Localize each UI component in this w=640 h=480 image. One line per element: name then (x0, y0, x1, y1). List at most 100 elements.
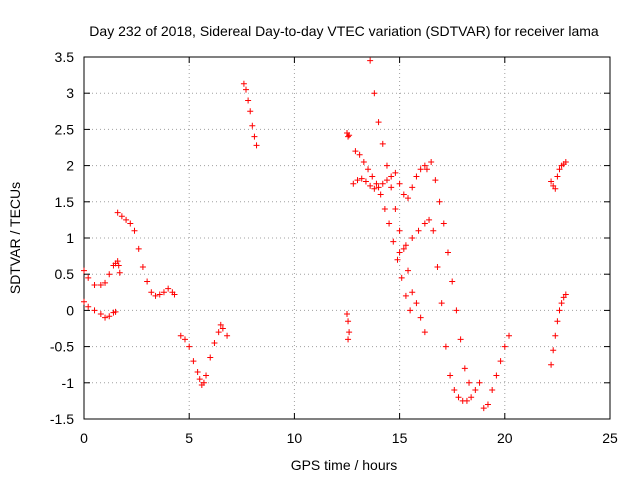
data-point (200, 379, 207, 386)
data-point (493, 372, 500, 379)
data-point (480, 405, 487, 412)
chart-title: Day 232 of 2018, Sidereal Day-to-day VTE… (89, 23, 599, 39)
data-point (400, 245, 407, 252)
y-tick-label: 2.5 (55, 121, 75, 137)
data-point (447, 372, 454, 379)
data-point (562, 158, 569, 165)
data-point (444, 249, 451, 256)
data-point (127, 220, 134, 227)
data-point (345, 336, 352, 343)
data-point (461, 365, 468, 372)
data-point (350, 180, 357, 187)
data-point (116, 269, 123, 276)
data-point (373, 180, 380, 187)
data-point (468, 394, 475, 401)
data-point (81, 298, 87, 305)
series-arc-14 (548, 291, 569, 368)
x-tick-label: 15 (392, 430, 408, 446)
data-point (440, 220, 447, 227)
x-axis-label: GPS time / hours (291, 457, 398, 473)
data-point (407, 307, 414, 314)
data-point (194, 368, 201, 375)
data-point (243, 86, 250, 93)
data-point (102, 314, 109, 321)
data-point (497, 358, 504, 365)
data-point (371, 185, 378, 192)
series-arc-2 (81, 298, 119, 321)
data-point (91, 307, 98, 314)
data-point (400, 191, 407, 198)
data-point (432, 177, 439, 184)
y-tick-label: 0 (66, 302, 74, 318)
data-point (369, 173, 376, 180)
data-point (112, 308, 119, 315)
data-point (247, 108, 254, 115)
data-point (463, 397, 470, 404)
series-arc-13 (463, 332, 513, 412)
data-point (367, 182, 374, 189)
data-point (135, 245, 142, 252)
data-point (466, 379, 473, 386)
data-point (449, 278, 456, 285)
x-tick-labels: 0 5 10 15 20 25 (80, 430, 618, 446)
data-point (423, 166, 430, 173)
data-point (345, 318, 352, 325)
data-point (421, 329, 428, 336)
data-point (177, 332, 184, 339)
data-point (346, 132, 353, 139)
x-tick-label: 10 (287, 430, 303, 446)
data-point (396, 227, 403, 234)
y-tick-label: 3.5 (55, 49, 75, 65)
data-point (240, 80, 247, 87)
data-point (106, 271, 113, 278)
data-point (383, 177, 390, 184)
y-tick-label: -1.5 (50, 411, 74, 427)
data-point (102, 279, 109, 286)
data-point (548, 178, 555, 185)
data-point (421, 162, 428, 169)
data-point (415, 227, 422, 234)
data-point (392, 206, 399, 213)
data-point (249, 122, 256, 129)
data-point (390, 238, 397, 245)
data-point (375, 184, 382, 191)
y-tick-label: 3 (66, 85, 74, 101)
data-point (346, 329, 353, 336)
data-point (409, 184, 416, 191)
data-point (417, 314, 424, 321)
data-point (160, 289, 167, 296)
data-point (476, 379, 483, 386)
data-point (413, 173, 420, 180)
data-point (211, 339, 218, 346)
series-arc-7 (344, 311, 353, 343)
data-point (436, 198, 443, 205)
data-point (402, 242, 409, 249)
data-point (131, 227, 138, 234)
data-point (506, 332, 513, 339)
data-point (552, 185, 559, 192)
series-arc-4 (177, 321, 231, 388)
data-point (552, 332, 559, 339)
data-point (417, 166, 424, 173)
data-point (379, 140, 386, 147)
y-axis-label: SDTVAR / TECUs (7, 182, 23, 294)
data-point (396, 180, 403, 187)
plot-frame (83, 56, 611, 420)
data-point (558, 300, 565, 307)
data-point (457, 336, 464, 343)
data-point (398, 274, 405, 281)
data-point (114, 209, 121, 216)
data-point (345, 133, 352, 140)
data-point (190, 358, 197, 365)
data-point (91, 282, 98, 289)
data-point (453, 307, 460, 314)
data-point (360, 158, 367, 165)
series-arc-15 (548, 158, 569, 192)
data-point (148, 289, 155, 296)
data-point (354, 177, 361, 184)
y-tick-label: 1.5 (55, 194, 75, 210)
data-point (85, 274, 92, 281)
data-point (97, 282, 104, 289)
data-point (428, 158, 435, 165)
